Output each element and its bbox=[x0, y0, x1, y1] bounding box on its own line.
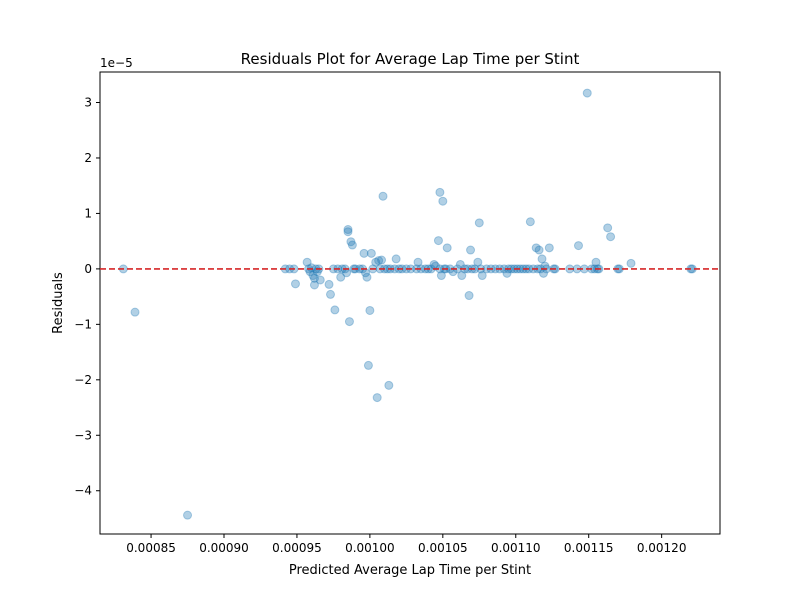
plot-frame bbox=[99, 71, 721, 535]
scatter-point bbox=[457, 271, 467, 281]
scatter-point bbox=[537, 254, 547, 264]
scatter-point bbox=[531, 243, 541, 253]
x-tick-label: 0.00100 bbox=[345, 541, 395, 555]
scatter-point bbox=[130, 307, 140, 317]
x-tick-label: 0.00090 bbox=[199, 541, 249, 555]
x-tick-label: 0.00105 bbox=[418, 541, 468, 555]
scatter-point bbox=[544, 243, 554, 253]
scatter-point bbox=[391, 254, 401, 264]
scatter-point bbox=[573, 241, 583, 251]
scatter-point bbox=[363, 360, 373, 370]
scatter-point bbox=[183, 510, 193, 520]
scatter-point bbox=[606, 232, 616, 242]
scatter-point bbox=[582, 88, 592, 98]
y-tick-label: 0 bbox=[84, 262, 92, 276]
scatter-point bbox=[377, 255, 387, 265]
scatter-point bbox=[477, 271, 487, 281]
scatter-point bbox=[302, 257, 312, 267]
scatter-point bbox=[315, 275, 325, 285]
scatter-point bbox=[359, 248, 369, 258]
scatter-point bbox=[464, 291, 474, 301]
x-tick-label: 0.00120 bbox=[637, 541, 687, 555]
scatter-point bbox=[346, 237, 356, 247]
y-tick-label: 3 bbox=[84, 96, 92, 110]
y-tick-label: −3 bbox=[74, 428, 92, 442]
scatter-point bbox=[474, 218, 484, 228]
scatter-point bbox=[344, 317, 354, 327]
x-tick-label: 0.00110 bbox=[491, 541, 541, 555]
x-tick-label: 0.00085 bbox=[126, 541, 176, 555]
scatter-point bbox=[324, 279, 334, 289]
scatter-point bbox=[342, 268, 352, 278]
scatter-point bbox=[413, 257, 423, 267]
scatter-point bbox=[290, 279, 300, 289]
scatter-point bbox=[591, 257, 601, 267]
scatter-point bbox=[534, 245, 544, 255]
y-axis-offset-text: 1e−5 bbox=[100, 56, 133, 70]
scatter-points bbox=[118, 88, 697, 520]
scatter-point bbox=[371, 257, 381, 267]
y-tick-label: 1 bbox=[84, 206, 92, 220]
scatter-point bbox=[378, 191, 388, 201]
scatter-point bbox=[374, 256, 384, 266]
scatter-point bbox=[626, 258, 636, 268]
scatter-point bbox=[372, 393, 382, 403]
scatter-point bbox=[435, 187, 445, 197]
plot-area bbox=[99, 71, 721, 535]
y-axis-ticks: −4 −3 −2 −1 0 1 2 3 bbox=[74, 96, 100, 498]
y-axis-label: Residuals bbox=[51, 272, 66, 334]
scatter-point bbox=[442, 243, 452, 253]
scatter-point bbox=[438, 196, 448, 206]
scatter-point bbox=[309, 273, 319, 283]
y-tick-label: −2 bbox=[74, 373, 92, 387]
scatter-point bbox=[362, 272, 372, 282]
x-tick-label: 0.00115 bbox=[564, 541, 614, 555]
scatter-point bbox=[307, 263, 317, 273]
x-tick-label: 0.00095 bbox=[272, 541, 322, 555]
scatter-point bbox=[308, 271, 318, 281]
x-axis-ticks: 0.00085 0.00090 0.00095 0.00100 0.00105 0.001… bbox=[126, 534, 686, 555]
scatter-point bbox=[336, 272, 346, 282]
y-tick-label: −1 bbox=[74, 317, 92, 331]
x-axis-label: Predicted Average Lap Time per Stint bbox=[289, 563, 531, 578]
scatter-point bbox=[466, 245, 476, 255]
scatter-point bbox=[365, 305, 375, 315]
scatter-point bbox=[436, 271, 446, 281]
scatter-point bbox=[603, 223, 613, 233]
y-tick-label: 2 bbox=[84, 151, 92, 165]
chart-title: Residuals Plot for Average Lap Time per … bbox=[241, 50, 580, 68]
scatter-point bbox=[343, 225, 353, 235]
y-tick-label: −4 bbox=[74, 484, 92, 498]
scatter-point bbox=[473, 257, 483, 267]
scatter-point bbox=[347, 240, 357, 250]
scatter-point bbox=[330, 305, 340, 315]
scatter-point bbox=[309, 280, 319, 290]
scatter-point bbox=[325, 289, 335, 299]
scatter-point bbox=[525, 217, 535, 227]
scatter-point bbox=[366, 248, 376, 258]
scatter-point bbox=[384, 380, 394, 390]
scatter-point bbox=[433, 236, 443, 246]
scatter-point bbox=[343, 227, 353, 237]
